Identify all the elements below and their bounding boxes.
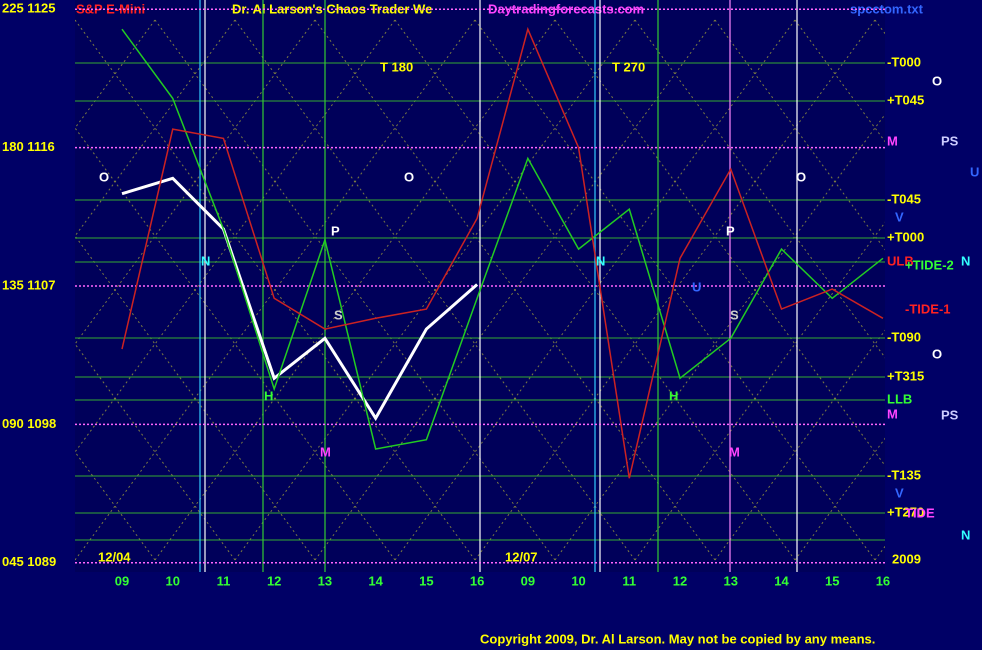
lattice-line	[794, 437, 885, 561]
x-tick-label: 12	[267, 573, 281, 588]
x-tick-label: 13	[318, 573, 332, 588]
annotation: PS	[941, 407, 959, 422]
x-tick-label: 10	[165, 573, 179, 588]
copyright: Copyright 2009, Dr. Al Larson. May not b…	[480, 631, 875, 646]
annotation: H	[264, 388, 273, 403]
y-tick-label: 180 1116	[2, 139, 55, 154]
annotation: N	[201, 253, 210, 268]
lattice-line	[714, 329, 885, 561]
annotation: T 270	[612, 59, 645, 74]
series-line	[121, 28, 884, 450]
y-tick-label: 090 1098	[2, 416, 56, 431]
annotation: P	[331, 223, 340, 238]
annotation: P	[726, 223, 735, 238]
annotation: LLB	[887, 391, 912, 406]
annotation: +T045	[887, 92, 924, 107]
lattice-line	[154, 19, 556, 561]
x-tick-label: 13	[724, 573, 738, 588]
x-tick-label: 15	[419, 573, 433, 588]
annotation: S	[730, 307, 739, 322]
x-tick-label: 09	[115, 573, 129, 588]
annotation: +TIDE-2	[905, 257, 954, 272]
annotation: -T135	[887, 467, 921, 482]
lattice-line	[75, 19, 476, 561]
annotation: -T045	[887, 191, 921, 206]
annotation: U	[692, 279, 701, 294]
date-label: 12/07	[505, 549, 538, 564]
annotation: N	[961, 527, 970, 542]
annotation: O	[99, 169, 109, 184]
lattice-line	[75, 451, 156, 561]
x-tick-label: 15	[825, 573, 839, 588]
annotation: U	[970, 164, 979, 179]
annotation: M	[320, 444, 331, 459]
x-tick-label: 14	[774, 573, 789, 588]
annotation: O	[404, 169, 414, 184]
x-tick-label: 10	[571, 573, 585, 588]
annotation: ULB	[887, 253, 914, 268]
annotation: S	[334, 307, 343, 322]
annotation: N	[961, 253, 970, 268]
annotation: +T000	[887, 229, 924, 244]
x-tick-label: 09	[521, 573, 535, 588]
annotation: -T000	[887, 54, 921, 69]
lattice-line	[75, 343, 236, 561]
file-name: spcctom.txt	[850, 1, 924, 16]
x-tick-label: 11	[622, 573, 636, 588]
lattice-line	[314, 19, 716, 561]
series-line	[121, 176, 479, 422]
lattice-line	[554, 113, 885, 561]
x-tick-label: 12	[673, 573, 687, 588]
x-tick-label: 11	[217, 573, 231, 588]
annotation: -T090	[887, 329, 921, 344]
annotation: -TIDE-1	[905, 301, 951, 316]
annotation: T 180	[380, 59, 413, 74]
lattice-line	[75, 19, 396, 453]
symbol: S&P E-Mini	[76, 1, 145, 16]
site: Daytradingforecasts.com	[488, 1, 644, 16]
y-tick-label: 225 1125	[2, 1, 56, 16]
annotation: TIDE	[905, 505, 935, 520]
lattice-line	[234, 19, 636, 561]
annotation: V	[895, 209, 904, 224]
annotation: V	[895, 485, 904, 500]
annotation: O	[796, 169, 806, 184]
annotation: M	[887, 133, 898, 148]
annotation: O	[932, 73, 942, 88]
lattice-line	[75, 19, 316, 345]
lattice-line	[474, 19, 876, 561]
date-label: 12/04	[98, 549, 131, 564]
x-tick-label: 16	[470, 573, 484, 588]
x-tick-label: 14	[368, 573, 383, 588]
annotation: M	[729, 444, 740, 459]
annotation: O	[932, 346, 942, 361]
x-tick-label: 16	[876, 573, 890, 588]
annotation: H	[669, 388, 678, 403]
date-label: 2009	[892, 551, 921, 566]
annotation: +T270	[887, 504, 924, 519]
annotation: +T315	[887, 368, 924, 383]
annotation: PS	[941, 133, 959, 148]
y-tick-label: 135 1107	[2, 277, 56, 292]
annotation: N	[596, 253, 605, 268]
y-tick-label: 045 1089	[2, 554, 56, 569]
series-line	[121, 26, 884, 479]
annotation: M	[887, 406, 898, 421]
